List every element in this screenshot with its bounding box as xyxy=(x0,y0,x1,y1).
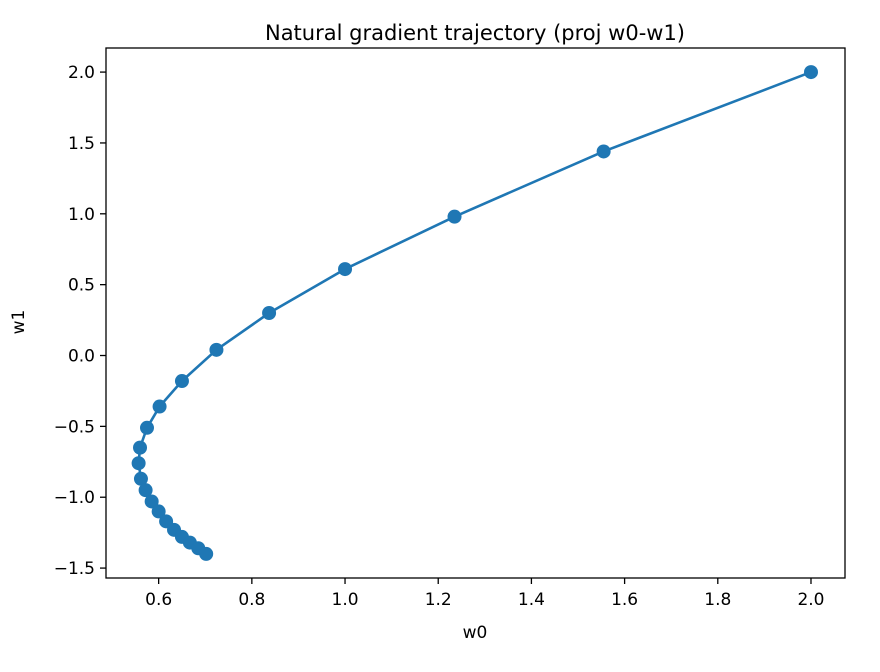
x-tick-label: 1.6 xyxy=(611,590,638,610)
x-axis-label: w0 xyxy=(463,623,488,643)
data-point xyxy=(140,420,154,435)
y-tick-label: 2.0 xyxy=(68,63,95,83)
x-tick-label: 2.0 xyxy=(797,590,824,610)
y-tick-label: −1.0 xyxy=(54,488,95,508)
y-tick-label: −0.5 xyxy=(54,417,95,437)
x-tick-label: 1.8 xyxy=(704,590,731,610)
y-tick-label: −1.5 xyxy=(54,559,95,579)
x-tick-label: 0.8 xyxy=(238,590,265,610)
data-point xyxy=(138,483,153,498)
x-tick-label: 0.6 xyxy=(145,590,172,610)
data-point xyxy=(133,440,148,455)
data-point xyxy=(174,374,189,389)
plot-frame xyxy=(105,47,846,579)
chart-title: Natural gradient trajectory (proj w0-w1) xyxy=(265,21,685,45)
x-axis-ticks: 0.6 0.8 1.0 1.2 1.4 1.6 1.8 2.0 xyxy=(145,578,825,610)
y-axis-ticks: −1.5 −1.0 −0.5 0.0 0.5 1.0 1.5 2.0 xyxy=(54,63,106,579)
y-axis-label: w1 xyxy=(9,310,29,335)
y-tick-label: 0.0 xyxy=(68,347,95,367)
data-point xyxy=(209,342,224,357)
plot-area xyxy=(105,47,846,579)
data-point xyxy=(131,456,146,471)
y-tick-label: 1.0 xyxy=(68,205,95,225)
y-tick-label: 1.5 xyxy=(68,134,95,154)
data-point xyxy=(152,399,167,414)
y-tick-label: 0.5 xyxy=(68,276,95,296)
data-point xyxy=(133,471,148,486)
x-tick-label: 1.4 xyxy=(518,590,545,610)
data-point xyxy=(803,65,818,80)
x-tick-label: 1.2 xyxy=(425,590,452,610)
data-point xyxy=(144,494,159,509)
data-point xyxy=(199,546,214,561)
data-point xyxy=(338,262,353,277)
data-point xyxy=(262,306,277,320)
data-point xyxy=(596,144,611,159)
data-point xyxy=(447,209,462,224)
x-tick-label: 1.0 xyxy=(332,590,359,610)
data-point xyxy=(151,504,166,519)
